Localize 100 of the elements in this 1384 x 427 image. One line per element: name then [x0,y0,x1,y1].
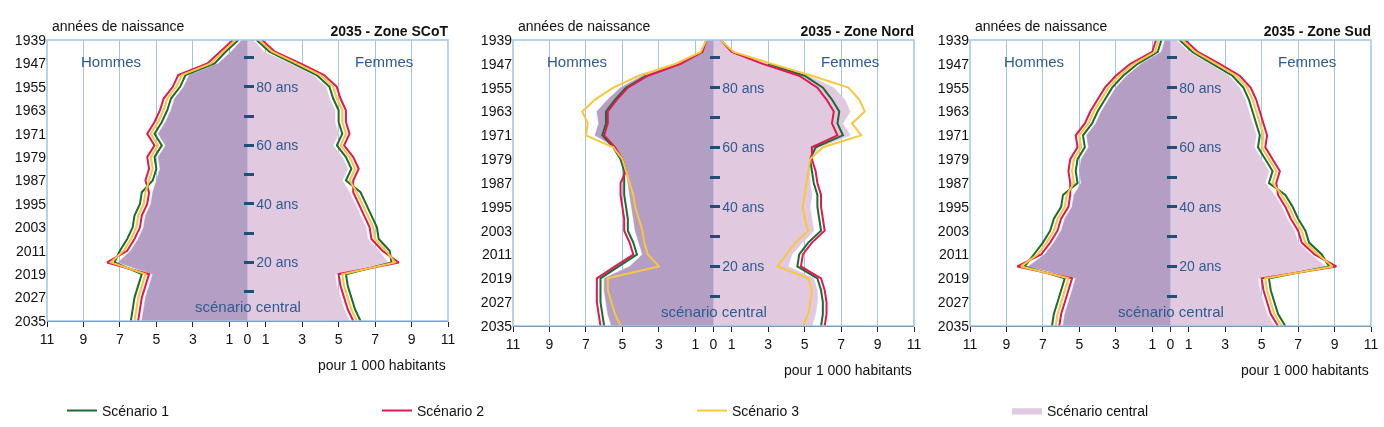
y-tick-label: 1963 [937,103,970,120]
y-tick-label: 2003 [480,222,513,239]
y-tick-label: 1963 [14,102,47,119]
x-tick-label: 7 [582,335,591,352]
x-tick-label: 7 [116,330,125,347]
x-tick-label: 3 [188,330,197,347]
x-tick-label: 1 [225,330,234,347]
annotation: scénario central [661,303,767,320]
annotation: Femmes [1278,53,1337,70]
y-tick-label: 1995 [14,195,47,212]
x-axis-title: pour 1 000 habitants [318,357,446,373]
y-tick-label: 1947 [480,55,513,72]
x-tick-label: 5 [800,335,809,352]
x-tick-label: 3 [764,335,773,352]
x-tick-label: 5 [152,330,161,347]
x-tick-label: 9 [545,335,554,352]
y-tick-label: 2011 [15,242,47,259]
y-tick-label: 1971 [480,127,513,144]
y2-tick-label: 60 ans [1179,139,1222,156]
x-tick-label: 1 [261,330,270,347]
x-tick-label: 3 [1111,335,1120,352]
y-tick-label: 2019 [937,270,970,287]
x-axis-title: pour 1 000 habitants [1241,362,1369,378]
y-tick-label: 1995 [937,198,970,215]
y-tick-label: 1939 [480,31,513,48]
annotation: Hommes [1004,53,1065,70]
x-tick-label: 7 [837,335,846,352]
x-tick-label: 7 [1039,335,1048,352]
x-tick-label: 11 [440,330,456,347]
x-tick-label: 5 [618,335,627,352]
x-tick-label: 1 [727,335,736,352]
y-tick-label: 2019 [14,266,47,283]
x-tick-label: 7 [371,330,380,347]
y2-tick-label: 20 ans [1179,258,1222,275]
y2-tick-label: 80 ans [722,79,765,96]
y2-tick-label: 80 ans [256,78,299,95]
x-tick-label: 7 [1294,335,1303,352]
y-tick-label: 1947 [14,55,47,72]
y2-tick-label: 80 ans [1179,79,1222,96]
y-tick-label: 1987 [14,172,47,189]
y2-tick-label: 60 ans [256,137,299,154]
x-tick-label: 11 [962,335,978,352]
y2-tick-label: 20 ans [256,254,299,271]
y-tick-label: 1963 [480,103,513,120]
x-tick-label: 1 [1184,335,1193,352]
x-tick-label: 11 [505,335,521,352]
x-tick-label: 9 [407,330,416,347]
y-tick-label: 1979 [14,148,47,165]
y-tick-label: 2011 [481,246,513,263]
x-tick-label: 9 [873,335,882,352]
y-tick-label: 1947 [937,55,970,72]
y-tick-label: 1955 [480,79,513,96]
x-tick-label: 0 [709,335,718,352]
x-tick-label: 1 [1148,335,1157,352]
legend-label: Scénario central [1047,402,1149,419]
y-tick-label: 1979 [937,151,970,168]
y-tick-label: 1987 [937,174,970,191]
y-tick-label: 2019 [480,270,513,287]
x-tick-label: 3 [654,335,663,352]
y-tick-label: 2027 [14,289,47,306]
y-tick-label: 1939 [937,31,970,48]
annotation: scénario central [195,298,301,315]
y-tick-label: 2027 [937,294,970,311]
x-tick-label: 9 [79,330,88,347]
annotation: Femmes [355,53,414,70]
x-tick-label: 0 [1166,335,1175,352]
y-tick-label: 1987 [480,174,513,191]
y-tick-label: 1955 [937,79,970,96]
y-axis-title: années de naissance [975,18,1108,34]
y2-tick-label: 60 ans [722,139,765,156]
y2-tick-label: 20 ans [722,258,765,275]
y-tick-label: 2003 [14,219,47,236]
x-tick-label: 3 [298,330,307,347]
x-tick-label: 5 [1257,335,1266,352]
legend-label: Scénario 3 [732,402,800,419]
y-tick-label: 1979 [480,151,513,168]
y-tick-label: 2035 [937,317,970,334]
y-tick-label: 1955 [14,78,47,95]
y-axis-title: années de naissance [52,18,185,34]
annotation: scénario central [1118,303,1224,320]
annotation: Hommes [81,53,142,70]
annotation: Hommes [547,53,608,70]
y-tick-label: 1939 [14,31,47,48]
y2-tick-label: 40 ans [1179,198,1222,215]
y2-tick-label: 40 ans [722,198,765,215]
legend-label: Scénario 1 [102,402,170,419]
x-tick-label: 1 [691,335,700,352]
y2-tick-label: 40 ans [256,195,299,212]
x-tick-label: 11 [39,330,55,347]
y-tick-label: 2003 [937,222,970,239]
x-tick-label: 5 [1075,335,1084,352]
x-tick-label: 11 [1363,335,1379,352]
y-tick-label: 2035 [14,312,47,329]
x-tick-label: 11 [906,335,922,352]
legend-label: Scénario 2 [417,402,485,419]
x-tick-label: 9 [1330,335,1339,352]
y-tick-label: 2011 [938,246,970,263]
x-tick-label: 5 [334,330,343,347]
y-tick-label: 1971 [14,125,47,142]
y-tick-label: 2035 [480,317,513,334]
